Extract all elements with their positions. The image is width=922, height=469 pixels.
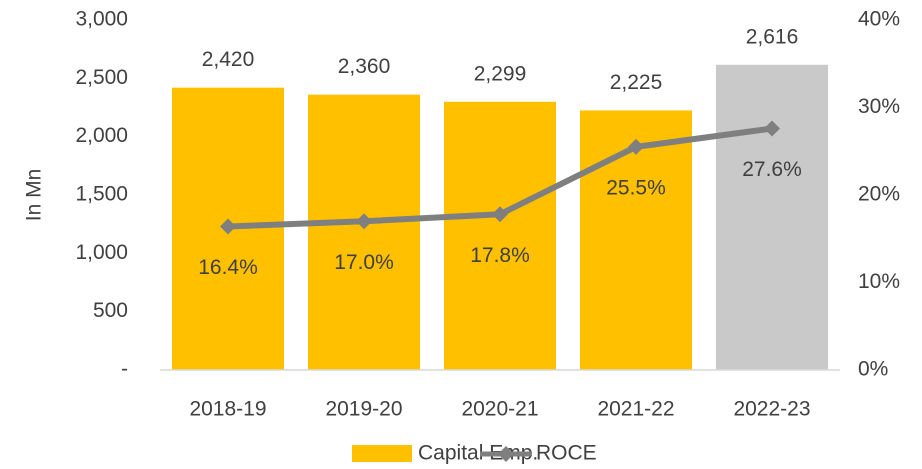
legend-swatch bbox=[352, 445, 412, 462]
bar bbox=[716, 64, 828, 371]
y2-tick-label: 40% bbox=[858, 8, 900, 31]
bar-value-label: 2,299 bbox=[474, 62, 527, 85]
legend-marker bbox=[498, 446, 514, 462]
line-marker bbox=[628, 138, 644, 155]
bar-value-label: 2,616 bbox=[746, 25, 799, 48]
x-tick-label: 2021-22 bbox=[597, 398, 674, 421]
bar-value-label: 2,225 bbox=[610, 71, 663, 94]
legend-label: ROCE bbox=[536, 442, 597, 465]
y-axis-title: In Mn bbox=[23, 169, 46, 222]
y2-tick-label: 0% bbox=[858, 358, 888, 381]
line-marker bbox=[356, 213, 372, 230]
line-marker bbox=[492, 206, 508, 223]
line-value-label: 25.5% bbox=[606, 176, 666, 199]
y-tick-label: 2,500 bbox=[75, 66, 128, 89]
y-tick-label: 2,000 bbox=[75, 124, 128, 147]
line-value-label: 17.0% bbox=[334, 251, 394, 274]
x-tick-label: 2020-21 bbox=[461, 398, 538, 421]
x-tick-label: 2022-23 bbox=[733, 398, 810, 421]
y-tick-label: 3,000 bbox=[75, 8, 128, 31]
line-marker bbox=[220, 218, 236, 235]
y-tick-label: - bbox=[121, 358, 128, 381]
y2-tick-label: 20% bbox=[858, 183, 900, 206]
y-tick-label: 500 bbox=[93, 299, 128, 322]
x-tick-label: 2019-20 bbox=[325, 398, 402, 421]
line-value-label: 16.4% bbox=[198, 256, 258, 279]
line-value-label: 17.8% bbox=[470, 244, 530, 267]
x-tick-label: 2018-19 bbox=[189, 398, 266, 421]
bar-value-label: 2,360 bbox=[338, 55, 391, 78]
y2-tick-label: 10% bbox=[858, 270, 900, 293]
y-tick-label: 1,500 bbox=[75, 183, 128, 206]
bar bbox=[444, 101, 556, 371]
bar bbox=[308, 94, 420, 371]
y-tick-label: 1,000 bbox=[75, 241, 128, 264]
y2-tick-label: 30% bbox=[858, 95, 900, 118]
line-value-label: 27.6% bbox=[742, 158, 802, 181]
line-marker bbox=[764, 120, 780, 137]
bar-value-label: 2,420 bbox=[202, 48, 255, 71]
